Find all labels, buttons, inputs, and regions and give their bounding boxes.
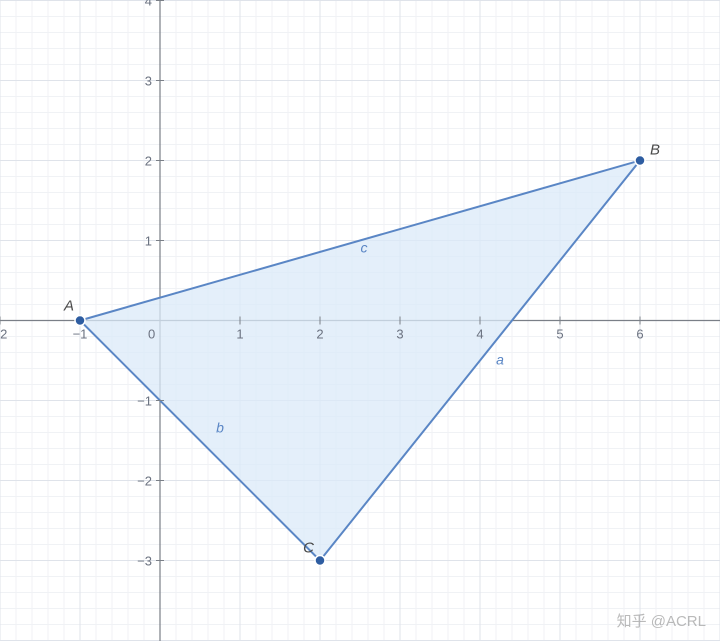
x-tick-label: 1 — [236, 327, 243, 342]
vertex-label-a: A — [63, 298, 74, 315]
y-tick-label: −2 — [137, 474, 152, 489]
vertex-b-point — [635, 156, 645, 166]
x-tick-label: 3 — [396, 327, 403, 342]
x-tick-label: 6 — [636, 327, 643, 342]
side-label-b: b — [216, 420, 224, 436]
vertex-a-point — [75, 316, 85, 326]
tick-label-origin: 0 — [148, 327, 155, 342]
y-tick-label: −1 — [137, 394, 152, 409]
y-tick-label: 2 — [145, 154, 152, 169]
vertex-label-b: B — [650, 142, 660, 159]
y-tick-label: 4 — [145, 0, 152, 9]
vertex-c-point — [315, 556, 325, 566]
y-tick-label: 3 — [145, 74, 152, 89]
side-label-a: a — [496, 352, 504, 368]
y-tick-label: −3 — [137, 554, 152, 569]
y-tick-label: 1 — [145, 234, 152, 249]
chart-svg: −2−10123456−3−2−11234abcABC — [0, 0, 720, 641]
vertex-label-c: C — [303, 540, 314, 557]
side-label-c: c — [361, 240, 368, 256]
x-tick-label: −1 — [73, 327, 88, 342]
x-tick-label: −2 — [0, 327, 7, 342]
x-tick-label: 5 — [556, 327, 563, 342]
x-tick-label: 2 — [316, 327, 323, 342]
x-tick-label: 4 — [476, 327, 483, 342]
coordinate-plane-chart: −2−10123456−3−2−11234abcABC 知乎 @ACRL — [0, 0, 720, 641]
